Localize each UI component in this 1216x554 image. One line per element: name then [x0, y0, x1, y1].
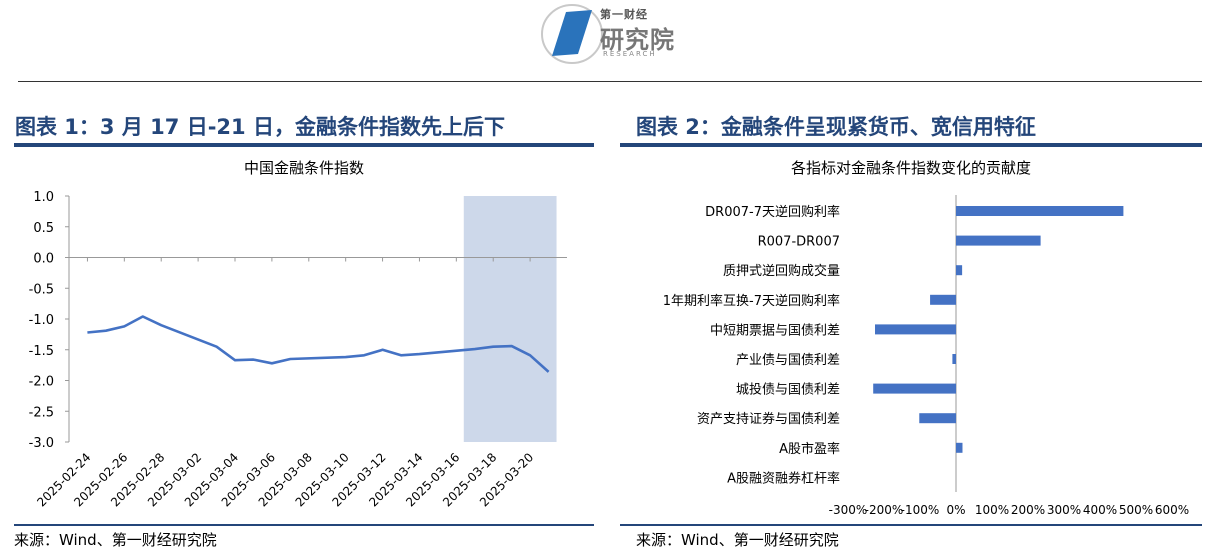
x-tick-label: 100%: [975, 503, 1009, 517]
right-title-rule: [620, 143, 1202, 147]
line-chart-title: 中国金融条件指数: [243, 159, 364, 177]
category-label: A股市盈率: [779, 441, 840, 457]
y-tick-label: -1.5: [29, 344, 54, 359]
x-tick-label: 400%: [1083, 503, 1117, 517]
left-panel-title: 图表 1：3 月 17 日-21 日，金融条件指数先上后下: [15, 115, 505, 139]
contribution-bar: [873, 383, 956, 394]
y-tick-label: -1.0: [29, 313, 54, 328]
logo-text-small: 第一财经: [600, 8, 648, 21]
category-label: 产业债与国债利差: [736, 353, 840, 368]
logo-text-big: 研究院: [600, 26, 675, 54]
x-tick-label: 300%: [1047, 503, 1081, 517]
x-tick-label: 0%: [946, 503, 965, 517]
x-tick-label: -200%: [865, 503, 904, 517]
category-label: 资产支持证券与国债利差: [697, 411, 840, 427]
category-label: 中短期票据与国债利差: [710, 323, 840, 338]
category-label: 城投债与国债利差: [736, 382, 840, 398]
contribution-bar: [956, 206, 1124, 216]
contribution-bar: [952, 354, 956, 364]
contribution-bar: [919, 413, 956, 424]
bar-chart-title: 各指标对金融条件指数变化的贡献度: [790, 159, 1031, 177]
index-line: [87, 315, 550, 373]
x-tick-label: -100%: [901, 503, 940, 517]
x-tick-label: -300%: [829, 503, 868, 517]
left-source-rule: [14, 524, 594, 526]
y-tick-label: 0.5: [33, 221, 54, 236]
y-tick-label: 1.0: [33, 190, 54, 205]
contribution-bar: [930, 294, 956, 305]
category-label: A股融资融券杠杆率: [727, 470, 840, 486]
logo-emblem-icon: [541, 4, 603, 64]
category-label: R007-DR007: [758, 235, 840, 250]
logo-text-en: RESEARCH: [603, 50, 657, 58]
left-source-note: 来源：Wind、第一财经研究院: [14, 531, 217, 549]
x-tick-label: 600%: [1155, 503, 1189, 517]
x-tick-label: 500%: [1119, 503, 1153, 517]
line-chart: 1.00.50.0-0.5-1.0-1.5-2.0-2.5-3.02025-02…: [29, 190, 567, 509]
right-source-rule: [620, 524, 1202, 526]
contribution-bar: [956, 442, 963, 453]
contribution-bar: [956, 265, 963, 276]
y-tick-label: 0.0: [33, 252, 54, 267]
category-label: DR007-7天逆回购利率: [705, 204, 840, 220]
highlight-band: [463, 196, 557, 442]
y-tick-label: -2.0: [29, 375, 54, 390]
bar-chart: DR007-7天逆回购利率 R007-DR007 质押式逆回购成交量 1年期利率互换-…: [663, 195, 1189, 517]
y-tick-label: -3.0: [29, 436, 54, 451]
right-panel-title: 图表 2：金融条件呈现紧货币、宽信用特征: [636, 115, 1036, 139]
category-label: 1年期利率互换-7天逆回购利率: [663, 293, 840, 309]
contribution-bar: [875, 324, 956, 335]
header-divider: [18, 81, 1202, 82]
left-title-rule: [14, 143, 594, 147]
category-label: 质押式逆回购成交量: [723, 263, 840, 279]
right-source-note: 来源：Wind、第一财经研究院: [636, 531, 839, 549]
x-tick-label: 200%: [1011, 503, 1045, 517]
y-tick-label: -0.5: [29, 282, 54, 297]
contribution-bar: [956, 235, 1041, 246]
y-tick-label: -2.5: [29, 405, 54, 420]
